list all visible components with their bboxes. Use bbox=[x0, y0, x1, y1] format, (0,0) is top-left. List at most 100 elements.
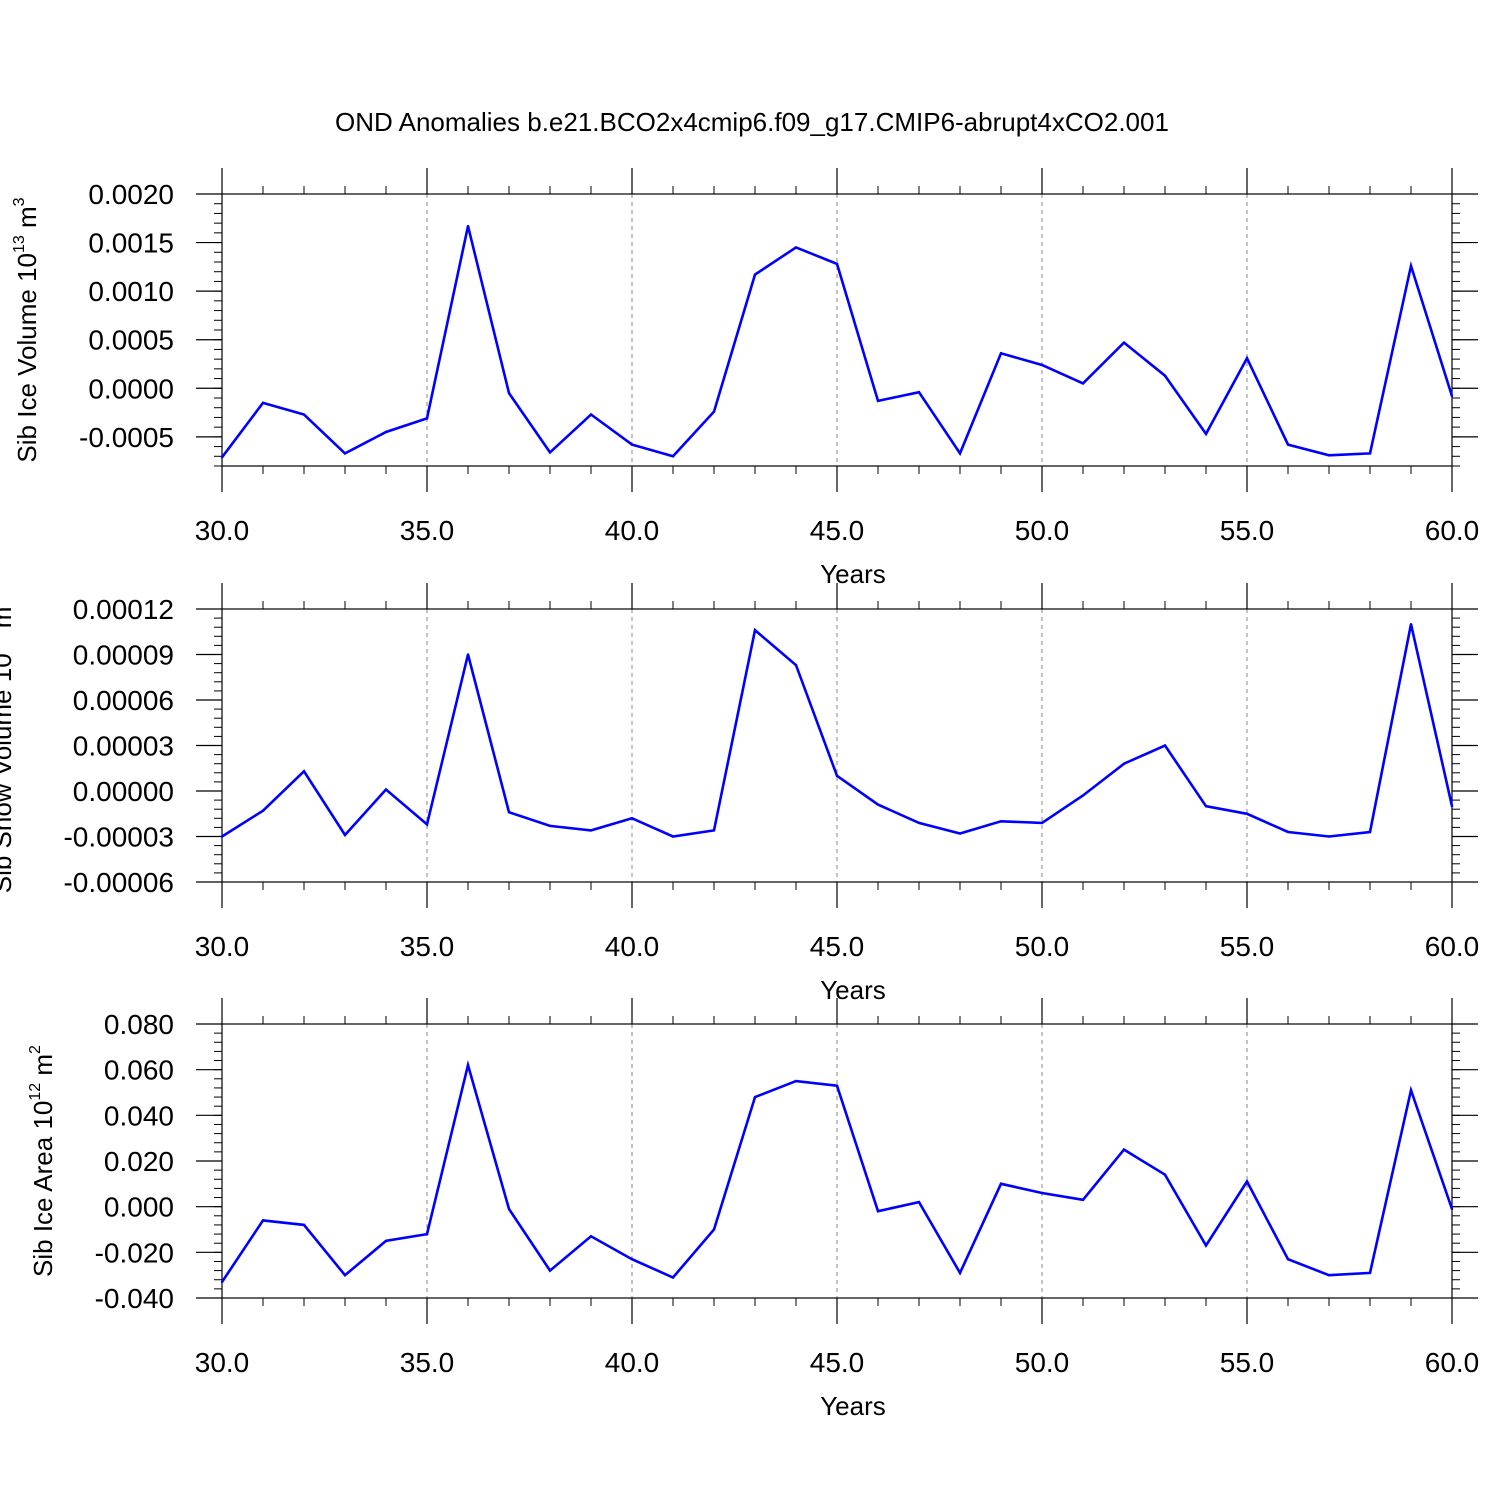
data-point bbox=[835, 262, 839, 266]
y-axis-title: Sib Snow Volume 1013 m3 bbox=[0, 598, 17, 894]
y-tick-label: 0.0020 bbox=[88, 179, 174, 210]
data-point bbox=[1286, 443, 1290, 446]
y-axis-title-text: m bbox=[12, 206, 42, 235]
data-point bbox=[384, 1239, 388, 1243]
y-tick-label: 0.0010 bbox=[88, 276, 174, 307]
data-point bbox=[794, 1079, 798, 1083]
data-point bbox=[1163, 744, 1167, 747]
data-point bbox=[589, 413, 593, 416]
data-point bbox=[466, 1063, 470, 1067]
data-point bbox=[1204, 432, 1208, 436]
data-point bbox=[958, 832, 962, 835]
data-point bbox=[589, 829, 593, 832]
x-tick-label: 60.0 bbox=[1425, 515, 1480, 546]
y-tick-label: -0.020 bbox=[95, 1237, 174, 1268]
x-tick-label: 30.0 bbox=[195, 515, 250, 546]
data-point bbox=[425, 823, 429, 826]
data-point bbox=[220, 456, 224, 459]
y-axis-title-text: Sib Ice Area 10 bbox=[28, 1101, 58, 1277]
data-point bbox=[1409, 622, 1413, 626]
y-axis-title: Sib Ice Area 1012 m2 bbox=[27, 1045, 58, 1277]
data-point bbox=[1245, 812, 1249, 815]
data-point bbox=[876, 1210, 880, 1213]
data-point bbox=[671, 835, 675, 838]
x-tick-label: 35.0 bbox=[400, 515, 455, 546]
data-point bbox=[261, 809, 265, 812]
data-point bbox=[794, 246, 798, 249]
data-point bbox=[1450, 1207, 1454, 1211]
y-tick-label: 0.020 bbox=[104, 1146, 174, 1177]
data-point bbox=[1286, 830, 1290, 834]
data-point bbox=[1409, 1089, 1413, 1092]
data-point bbox=[876, 399, 880, 403]
data-point bbox=[343, 833, 347, 837]
data-point bbox=[507, 811, 511, 814]
data-point bbox=[425, 417, 429, 420]
x-tick-label: 45.0 bbox=[810, 1347, 865, 1378]
data-point bbox=[1163, 374, 1167, 377]
data-point bbox=[220, 1280, 224, 1284]
x-tick-label: 55.0 bbox=[1220, 515, 1275, 546]
data-point bbox=[835, 774, 839, 778]
y-axis-title-text: Sib Snow Volume 10 bbox=[0, 653, 17, 893]
data-point bbox=[917, 390, 921, 394]
data-point bbox=[1204, 804, 1208, 808]
data-point bbox=[630, 817, 634, 820]
y-axis-title-superscript: 13 bbox=[0, 635, 3, 653]
y-tick-label: 0.00003 bbox=[73, 731, 174, 762]
y-axis-title-text: m bbox=[0, 607, 17, 636]
panel-sib-ice-area: 30.0 35.0 40.0 45.0 50.0 55.0 60.0 -0.040 -0.020… bbox=[27, 998, 1479, 1421]
data-point bbox=[1245, 1180, 1249, 1183]
data-point bbox=[466, 224, 470, 228]
data-point bbox=[1450, 394, 1454, 398]
data-point bbox=[507, 391, 511, 395]
data-point bbox=[835, 1084, 839, 1087]
data-point bbox=[1409, 264, 1413, 268]
x-tick-label: 30.0 bbox=[195, 931, 250, 962]
data-point bbox=[466, 653, 470, 656]
data-point bbox=[1081, 794, 1085, 797]
data-point bbox=[1122, 762, 1126, 765]
data-point bbox=[343, 1273, 347, 1277]
data-point bbox=[1040, 1191, 1044, 1195]
data-point bbox=[261, 401, 265, 405]
data-point bbox=[548, 451, 552, 454]
data-point bbox=[548, 1269, 552, 1272]
data-point bbox=[958, 452, 962, 455]
y-axis-title-superscript: 12 bbox=[27, 1083, 44, 1101]
x-tick-label: 50.0 bbox=[1015, 1347, 1070, 1378]
data-point bbox=[1368, 1271, 1372, 1275]
y-tick-label: 0.000 bbox=[104, 1192, 174, 1223]
y-tick-label: -0.00006 bbox=[63, 867, 174, 898]
panels: 30.0 35.0 40.0 45.0 50.0 55.0 60.0 -0.0005 0.000… bbox=[0, 168, 1479, 1421]
panel-sib-snow-volume: 30.0 35.0 40.0 45.0 50.0 55.0 60.0 -0.00006 -0.0… bbox=[0, 583, 1479, 1005]
y-tick-label: 0.00006 bbox=[73, 685, 174, 716]
y-tick-label: 0.0000 bbox=[88, 373, 174, 404]
data-point bbox=[425, 1232, 429, 1236]
data-point bbox=[1163, 1173, 1167, 1176]
y-axis-title-superscript: 2 bbox=[27, 1045, 44, 1054]
panel-sib-ice-volume: 30.0 35.0 40.0 45.0 50.0 55.0 60.0 -0.0005 0.000… bbox=[11, 168, 1479, 589]
data-point bbox=[1081, 382, 1085, 385]
x-tick-label: 45.0 bbox=[810, 515, 865, 546]
data-point bbox=[794, 663, 798, 667]
x-tick-label: 40.0 bbox=[605, 1347, 660, 1378]
y-tick-label: 0.00009 bbox=[73, 640, 174, 671]
y-axis-title-superscript: 3 bbox=[0, 598, 3, 607]
data-point bbox=[1122, 341, 1126, 344]
y-axis-title-text: Sib Ice Volume 10 bbox=[12, 253, 42, 463]
y-tick-label: 0.040 bbox=[104, 1100, 174, 1131]
data-point bbox=[753, 1095, 757, 1099]
data-point bbox=[507, 1207, 511, 1211]
data-point bbox=[753, 273, 757, 276]
data-point bbox=[1327, 835, 1331, 838]
data-point bbox=[1327, 454, 1331, 457]
data-point bbox=[1040, 363, 1044, 367]
data-point bbox=[999, 352, 1003, 355]
data-point bbox=[671, 1276, 675, 1279]
data-point bbox=[343, 452, 347, 455]
data-point bbox=[1286, 1257, 1290, 1261]
x-tick-label: 60.0 bbox=[1425, 931, 1480, 962]
data-point bbox=[302, 1223, 306, 1227]
data-point bbox=[220, 835, 224, 838]
